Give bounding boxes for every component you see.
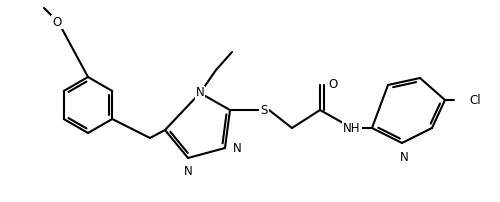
- Text: N: N: [196, 86, 204, 100]
- Text: Cl: Cl: [469, 94, 480, 106]
- Text: NH: NH: [343, 121, 361, 135]
- Text: N: N: [233, 141, 242, 155]
- Text: O: O: [328, 79, 337, 92]
- Text: N: N: [400, 151, 408, 164]
- Text: S: S: [260, 103, 268, 117]
- Text: N: N: [184, 165, 192, 178]
- Text: O: O: [52, 16, 62, 28]
